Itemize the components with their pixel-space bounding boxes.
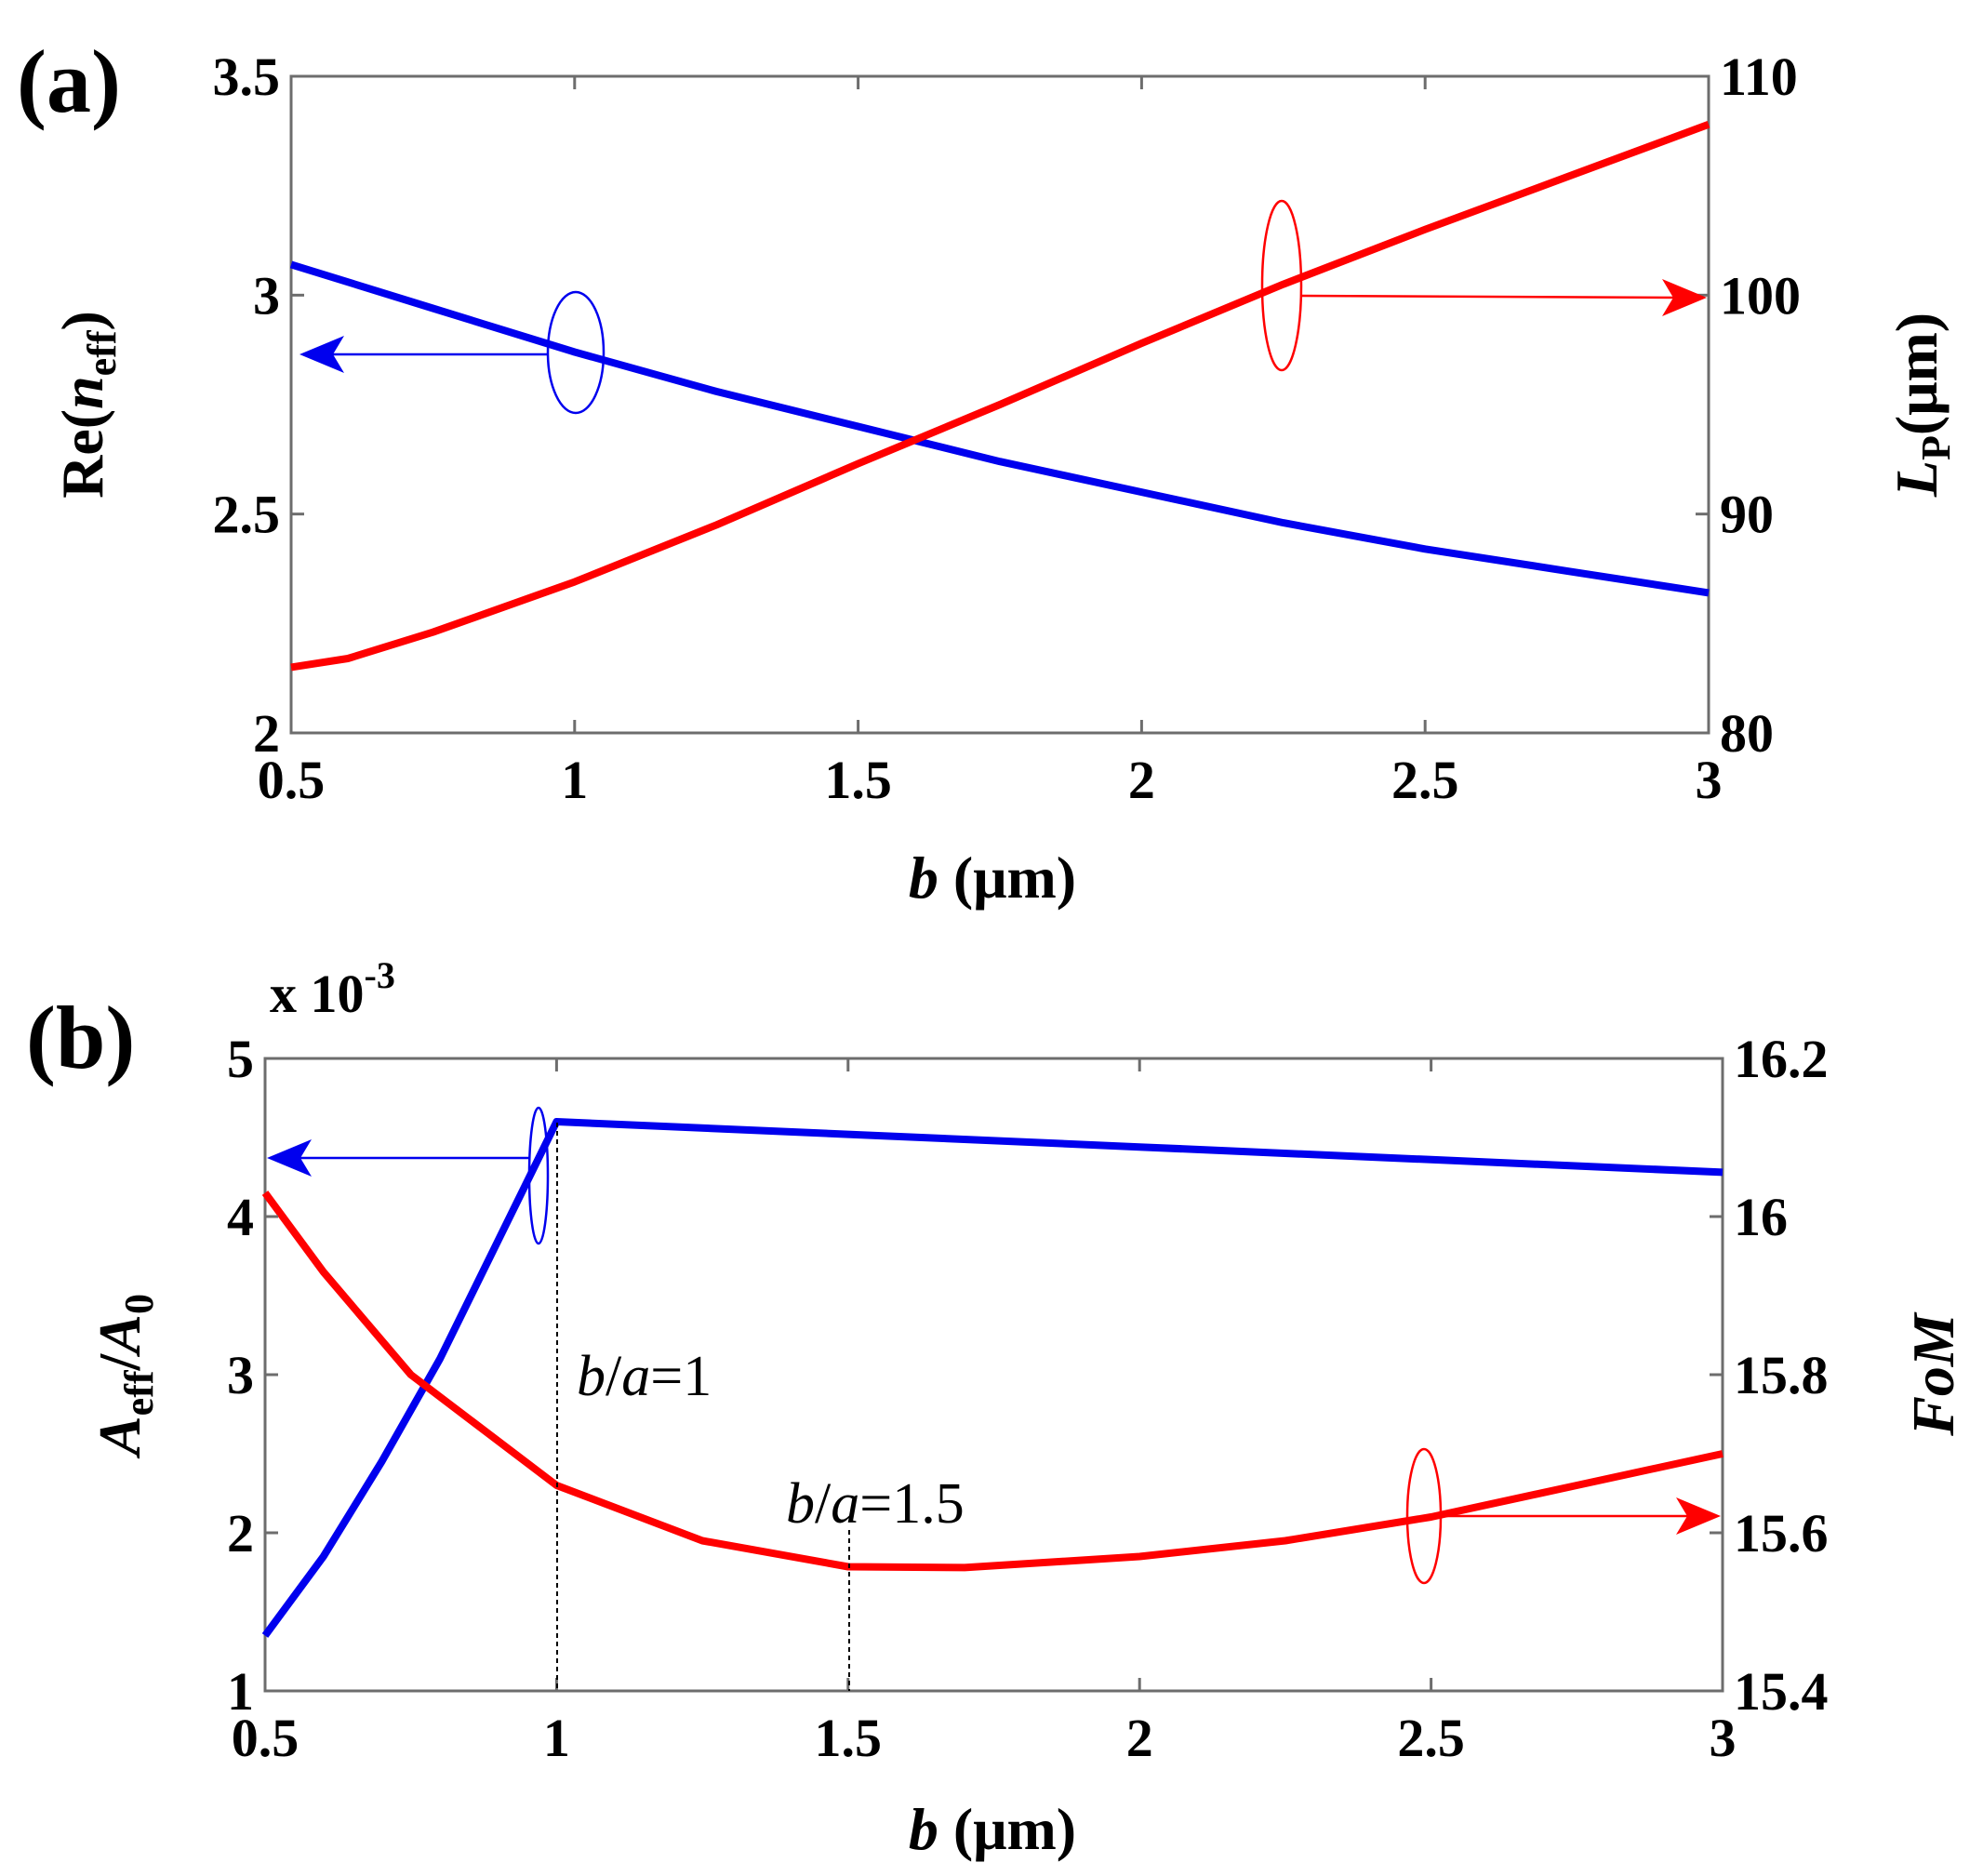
panel-b-right-y-tick-label: 15.6 (1734, 1503, 1829, 1563)
panel-a-label: (a) (17, 32, 121, 131)
panel-b-x-tick-label: 3 (1710, 1708, 1737, 1768)
panel-b-x-tick-label: 2.5 (1397, 1708, 1465, 1768)
panel-b-left-ylabel: Aeff/A0 (87, 1294, 162, 1459)
panel-b: (b) x 10-3 0.5 1 1.5 2 2.5 31234515.415.615.8… (26, 954, 1966, 1862)
panel-a: (a) 0.5 1 1.5 2 2.5 3 2 2.5 3 3.5 80 90 100 110 b (μm… (17, 32, 1959, 911)
panel-a-series-red-line (290, 121, 1710, 672)
panel-b-x-tick-label: 2 (1126, 1708, 1153, 1768)
panel-b-blue-oval-marker (527, 1106, 550, 1245)
panel-a-left-y-tick-label: 2.5 (213, 485, 281, 545)
panel-a-left-y-tick-label: 3.5 (213, 47, 281, 107)
panel-a-frame (289, 74, 1710, 735)
panel-b-left-y-tick-label: 1 (227, 1661, 254, 1722)
panel-a-x-tick-label: 2 (1128, 750, 1155, 810)
panel-b-right-ylabel: FoM (1900, 1311, 1966, 1437)
panel-a-left-y-tick-label: 3 (253, 265, 280, 326)
panel-b-annotation-b-a-1p5: b/a=1.5 (786, 1472, 965, 1536)
panel-a-right-arrowhead (1662, 279, 1707, 316)
panel-a-series (289, 121, 1710, 672)
panel-b-series-blue-line (261, 1118, 1723, 1638)
panel-b-x-tick-label: 1.5 (815, 1708, 883, 1768)
panel-a-right-ylabel: LP(μm) (1883, 313, 1959, 498)
panel-b-xlabel: b (μm) (909, 1796, 1076, 1862)
panel-b-x-tick-label: 0.5 (232, 1708, 299, 1768)
panel-a-right-y-tick-label: 90 (1720, 485, 1774, 545)
panel-a-x-tick-label: 0.5 (258, 750, 326, 810)
panel-a-left-ylabel: Re(neff) (49, 311, 125, 499)
panel-a-blue-oval-marker (546, 290, 606, 415)
panel-a-series-blue-line (289, 260, 1710, 597)
panel-b-series (261, 1118, 1723, 1638)
panel-b-annotation-b-a-1: b/a=1 (577, 1345, 712, 1408)
panel-b-right-arrowhead (1676, 1497, 1721, 1535)
panel-a-x-tick-label: 1.5 (824, 750, 892, 810)
panel-a-x-tick-label: 3 (1696, 750, 1723, 810)
panel-b-right-y-tick-label: 15.4 (1734, 1661, 1829, 1722)
panel-b-left-y-tick-label: 5 (227, 1029, 254, 1089)
panel-a-red-oval-marker (1260, 199, 1303, 372)
panel-b-series-red-line (261, 1191, 1723, 1572)
panel-b-left-arrowhead (267, 1139, 312, 1177)
panel-a-right-arrow-line (1300, 294, 1683, 299)
panel-a-right-y-tick-label: 110 (1720, 47, 1798, 107)
panel-a-ticks: 0.5 1 1.5 2 2.5 3 2 2.5 3 3.5 80 90 100 110 (213, 47, 1802, 810)
panel-b-frame (263, 1057, 1724, 1693)
panel-b-exponent-label: x 10-3 (270, 954, 395, 1024)
panel-b-label: (b) (26, 988, 135, 1087)
panel-a-x-tick-label: 1 (561, 750, 588, 810)
panel-a-right-y-tick-label: 100 (1720, 265, 1801, 326)
panel-b-left-y-tick-label: 2 (227, 1503, 254, 1563)
panel-b-right-y-tick-label: 16 (1734, 1187, 1788, 1247)
panel-b-right-y-tick-label: 15.8 (1734, 1345, 1829, 1405)
panel-b-left-y-tick-label: 3 (227, 1345, 254, 1405)
panel-a-left-arrowhead (299, 336, 344, 373)
panel-b-right-y-tick-label: 16.2 (1734, 1029, 1829, 1089)
panel-a-left-y-tick-label: 2 (253, 703, 280, 764)
panel-b-left-y-tick-label: 4 (227, 1187, 254, 1247)
panel-b-x-tick-label: 1 (543, 1708, 570, 1768)
panel-a-x-tick-label: 2.5 (1391, 750, 1459, 810)
panel-a-xlabel: b (μm) (909, 845, 1076, 911)
panel-a-right-y-tick-label: 80 (1720, 703, 1774, 764)
